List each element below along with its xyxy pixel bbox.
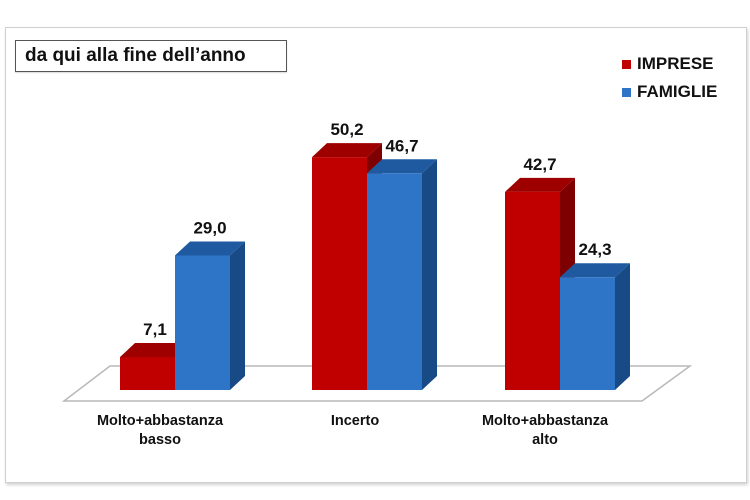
legend-label-imprese: IMPRESE: [637, 54, 714, 73]
legend-item-famiglie: FAMIGLIE: [622, 78, 717, 106]
value-label-imprese-2: 50,2: [330, 120, 363, 139]
bar-front: [120, 357, 175, 390]
value-label-imprese-3: 42,7: [523, 155, 556, 174]
category-label-3-line2: alto: [532, 432, 558, 448]
bar-front: [175, 255, 230, 390]
bar-side: [615, 263, 630, 390]
bar-side: [230, 241, 245, 390]
bars-group: [120, 143, 630, 390]
bar-top: [175, 241, 245, 256]
legend-swatch-imprese: [622, 59, 631, 69]
bar-top: [312, 143, 382, 158]
bar-front: [505, 191, 560, 390]
bar-front: [367, 173, 422, 390]
bar-front: [560, 277, 615, 390]
chart-title: da qui alla fine dell’anno: [15, 40, 287, 72]
category-labels: Molto+abbastanza basso Incerto Molto+abb…: [97, 413, 609, 448]
category-label-1-line1: Molto+abbastanza: [97, 413, 224, 429]
bar-top: [367, 159, 437, 174]
value-labels: 7,1 29,0 50,2 46,7 42,7 24,3: [143, 120, 611, 339]
legend: IMPRESE FAMIGLIE: [622, 50, 717, 106]
bar-famiglie-2: [367, 159, 437, 390]
value-label-famiglie-2: 46,7: [385, 136, 418, 155]
value-label-imprese-1: 7,1: [143, 320, 167, 339]
category-label-2: Incerto: [331, 413, 379, 429]
category-label-3-line1: Molto+abbastanza: [482, 413, 609, 429]
bar-top: [560, 263, 630, 278]
legend-swatch-famiglie: [622, 87, 631, 97]
bar-top: [120, 343, 190, 358]
legend-item-imprese: IMPRESE: [622, 50, 717, 78]
legend-label-famiglie: FAMIGLIE: [637, 82, 718, 101]
bar-famiglie-3: [560, 263, 630, 390]
value-label-famiglie-1: 29,0: [193, 218, 226, 237]
bar-side: [422, 159, 437, 390]
category-label-1-line2: basso: [139, 432, 181, 448]
bar-front: [312, 157, 367, 390]
bar-top: [505, 177, 575, 192]
bar-famiglie-1: [175, 241, 245, 390]
value-label-famiglie-3: 24,3: [578, 240, 611, 259]
